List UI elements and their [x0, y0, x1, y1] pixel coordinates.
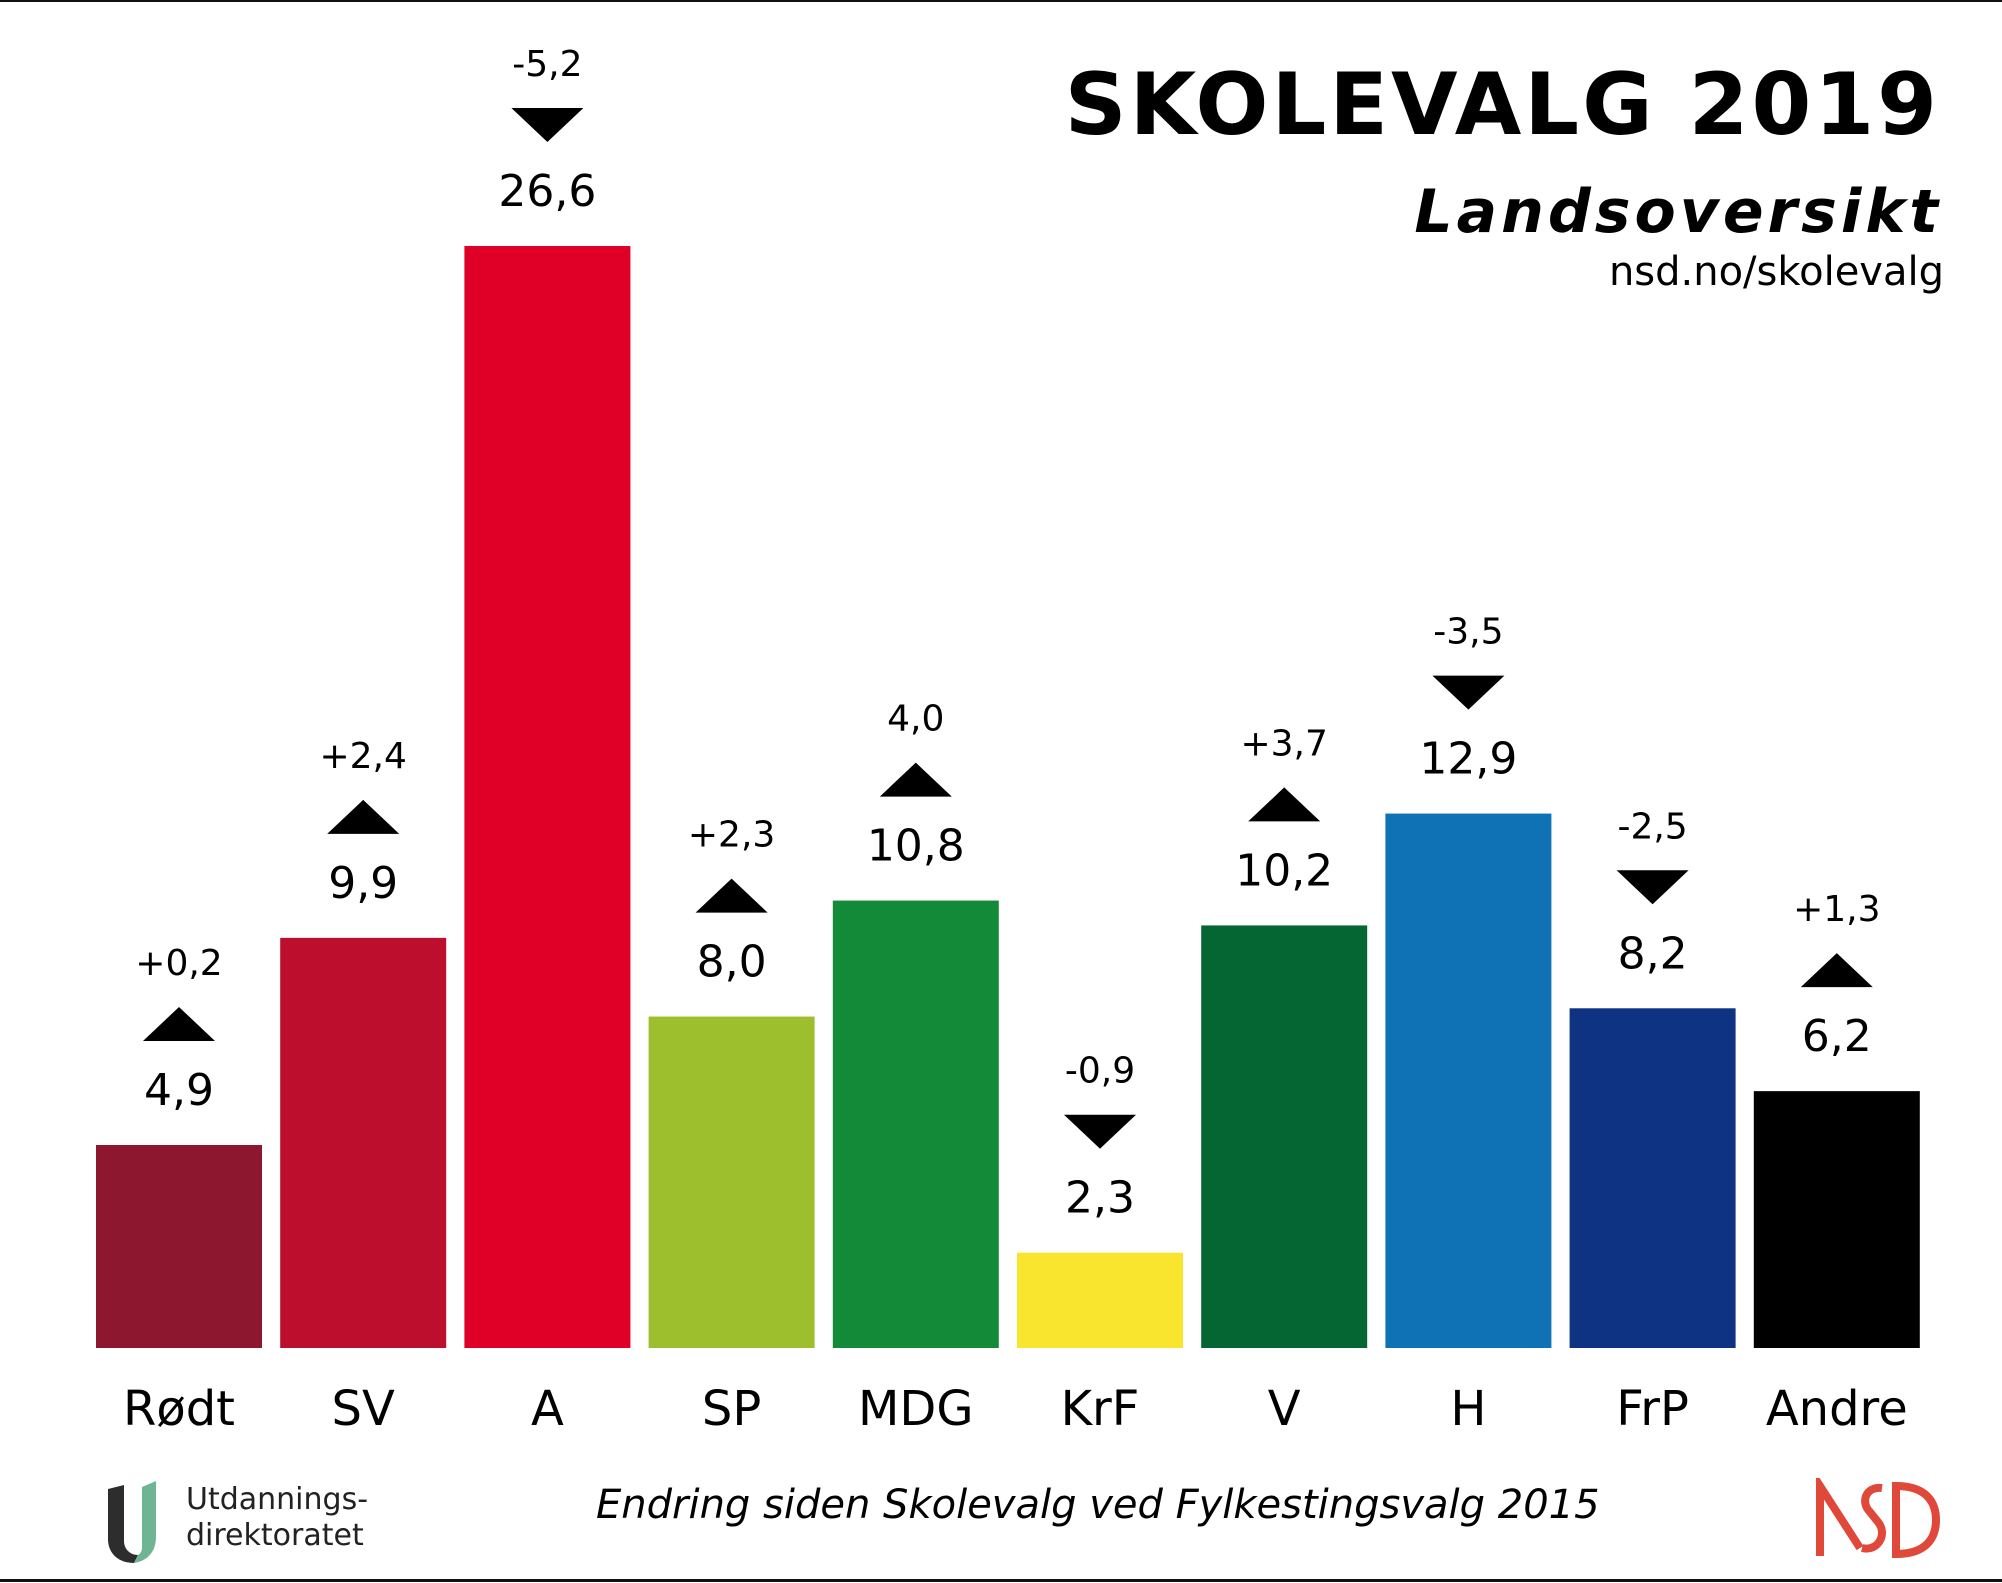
value-label: 26,6: [498, 166, 596, 217]
category-label: A: [531, 1381, 564, 1437]
triangle-down-icon: [1616, 870, 1689, 905]
udir-u-icon: [108, 1481, 156, 1563]
bar-v: [1201, 925, 1368, 1348]
udir-line-1: Utdannings-: [186, 1482, 369, 1517]
value-label: 6,2: [1802, 1011, 1872, 1062]
category-label: Rødt: [123, 1381, 235, 1437]
chart-subtitle: Landsoversikt: [1414, 177, 1942, 247]
change-label: -3,5: [1433, 612, 1503, 653]
triangle-up-icon: [143, 1007, 215, 1041]
change-label: -0,9: [1065, 1051, 1135, 1092]
bar-andre: [1753, 1091, 1920, 1348]
triangle-down-icon: [1432, 675, 1505, 710]
bottom-border: [0, 1579, 2002, 1582]
change-label: +3,7: [1240, 723, 1327, 764]
change-label: +2,4: [319, 736, 406, 777]
value-label: 9,9: [328, 858, 398, 909]
category-label: V: [1268, 1381, 1301, 1437]
triangle-up-icon: [1800, 953, 1873, 988]
value-label: 8,0: [697, 937, 767, 988]
triangle-up-icon: [327, 799, 400, 834]
category-label: MDG: [858, 1381, 974, 1437]
change-label: +1,3: [1793, 889, 1880, 930]
value-label: 12,9: [1419, 734, 1517, 785]
bar-mdg: [832, 900, 999, 1348]
bar-chart: 4,9 +0,2 Rødt 9,9 +2,4 SV 26,6 -5,2 A 8,0 +2,3 SP 10…: [96, 44, 1920, 1437]
change-label: -5,2: [512, 44, 582, 85]
udir-line-2: direktoratet: [186, 1518, 364, 1553]
udir-logo-text: Utdannings- direktoratet: [186, 1482, 368, 1554]
value-label: 2,3: [1065, 1173, 1135, 1224]
value-label: 8,2: [1618, 928, 1688, 979]
category-label: SP: [702, 1381, 761, 1437]
triangle-down-icon: [1064, 1114, 1136, 1149]
value-label: 4,9: [144, 1065, 214, 1116]
category-label: FrP: [1616, 1381, 1689, 1437]
bar-sp: [648, 1016, 815, 1348]
change-label: +0,2: [135, 943, 222, 984]
change-label: -2,5: [1617, 806, 1687, 847]
value-label: 10,2: [1235, 845, 1333, 896]
bar-h: [1385, 813, 1552, 1348]
category-label: KrF: [1061, 1381, 1140, 1437]
bar-frp: [1569, 1008, 1736, 1348]
change-label: +2,3: [688, 815, 775, 856]
bar-sv: [280, 937, 447, 1348]
category-label: H: [1450, 1381, 1486, 1437]
category-label: SV: [332, 1381, 395, 1437]
bar-krf: [1017, 1252, 1183, 1348]
bar-a: [464, 246, 631, 1348]
chart-title: SKOLEVALG 2019: [1064, 55, 1940, 155]
category-label: Andre: [1766, 1381, 1908, 1437]
triangle-up-icon: [879, 762, 952, 797]
nsd-logo-icon: [1816, 1478, 1941, 1558]
triangle-up-icon: [695, 878, 768, 913]
value-label: 10,8: [867, 821, 965, 872]
change-label: 4,0: [887, 699, 944, 740]
source-url: nsd.no/skolevalg: [1608, 249, 1944, 295]
bar-rodt: [96, 1145, 262, 1348]
triangle-up-icon: [1248, 787, 1321, 822]
top-border: [0, 0, 2002, 2]
change-footnote: Endring siden Skolevalg ved Fylkestingsv…: [596, 1482, 1600, 1528]
triangle-down-icon: [511, 108, 584, 142]
